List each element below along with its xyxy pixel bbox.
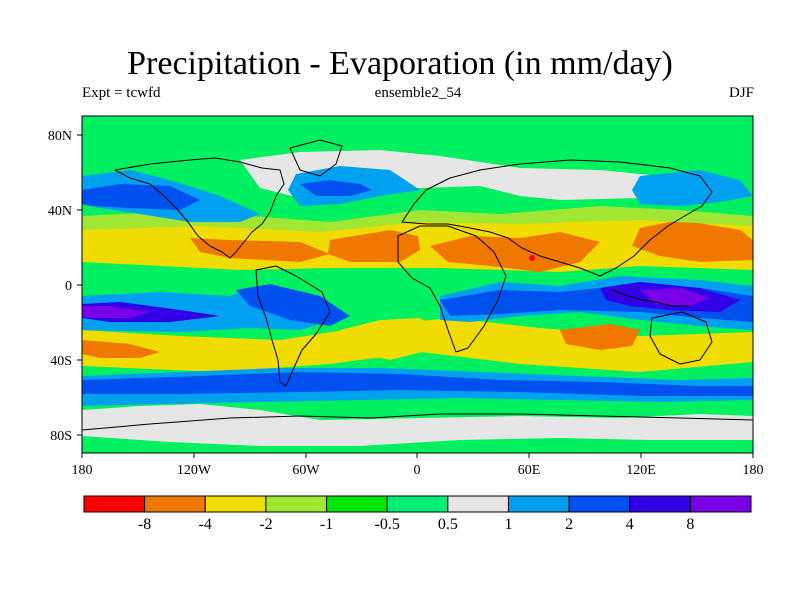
colorbar-swatch <box>144 495 206 513</box>
coast-antarctica <box>82 413 753 431</box>
coastlines <box>82 139 753 431</box>
coast-north-america <box>114 157 285 259</box>
field-blue-north-pacific <box>82 184 200 210</box>
colorbar-label: 1 <box>504 516 512 533</box>
y-tick-label: 40N <box>48 204 72 219</box>
x-tick-label: 120W <box>177 463 212 478</box>
field-orange-atlantic-north <box>328 230 420 262</box>
colorbar: -8 -4 -2 -1 -0.5 0.5 1 2 4 8 <box>83 495 752 533</box>
x-tick-label: 0 <box>414 463 421 478</box>
field-orange-pacific-north <box>190 238 330 262</box>
colorbar-swatch <box>629 495 691 513</box>
colorbar-swatch <box>265 495 328 513</box>
map-plot-area <box>82 116 753 453</box>
colorbar-label: -2 <box>259 516 272 533</box>
colorbar-swatch <box>386 495 449 513</box>
field-yellow-atlantic-south <box>340 318 440 360</box>
colorbar-label: 4 <box>626 516 634 533</box>
field-orange-sahara-arabia <box>430 232 600 272</box>
x-tick-label: 180 <box>72 463 93 478</box>
season-label: DJF <box>728 85 754 101</box>
colorbar-label: -1 <box>320 516 333 533</box>
experiment-label: Expt = tcwfd <box>82 85 161 101</box>
colorbar-label: 0.5 <box>438 516 458 533</box>
pme-field <box>82 150 753 446</box>
colorbar-swatch <box>204 495 267 513</box>
field-violet-indonesia-core <box>640 288 710 306</box>
field-blue-amazon <box>236 284 350 326</box>
map-title: Precipitation - Evaporation (in mm/day) <box>127 45 673 82</box>
field-red-spot <box>529 255 535 261</box>
y-tick-label: 80N <box>48 129 72 144</box>
coast-south-america <box>255 265 331 387</box>
colorbar-label: 2 <box>565 516 573 533</box>
colorbar-swatch <box>568 495 631 513</box>
coast-indonesia <box>611 289 690 307</box>
x-tick-label: 60W <box>292 463 320 478</box>
field-violet-pacific-core <box>82 306 150 318</box>
colorbar-label: 8 <box>686 516 694 533</box>
field-orange-pacific-south <box>82 340 160 358</box>
coast-africa <box>397 225 507 353</box>
colorbar-swatch <box>83 495 146 513</box>
colorbar-swatch <box>326 495 388 513</box>
colorbar-label: -4 <box>199 516 212 533</box>
field-orange-indian-south <box>560 324 640 350</box>
field-lightblue-west-pacific <box>632 170 753 206</box>
colorbar-swatch <box>447 495 509 513</box>
y-tick-label: 40S <box>50 354 72 369</box>
x-tick-label: 180 <box>743 463 764 478</box>
field-blue-south-ocean <box>82 372 753 396</box>
y-tick-label: 0 <box>65 279 72 294</box>
colorbar-swatch <box>689 495 752 513</box>
field-lightgreen-north <box>82 206 753 232</box>
field-blue-north-atlantic <box>300 180 372 196</box>
x-tick-label: 120E <box>626 463 656 478</box>
colorbar-label: -8 <box>138 516 151 533</box>
x-axis-labels: 180 120W 60W 0 60E 120E 180 <box>72 463 764 478</box>
y-tick-label: 80S <box>50 429 72 444</box>
coast-eurasia <box>401 159 713 277</box>
y-axis-labels: 80N 40N 0 40S 80S <box>48 129 72 444</box>
coast-greenland <box>289 139 343 177</box>
axis-ticks <box>77 134 754 458</box>
x-tick-label: 60E <box>518 463 541 478</box>
ensemble-label: ensemble2_54 <box>374 85 462 101</box>
colorbar-swatch <box>507 495 570 513</box>
coast-australia <box>649 311 713 365</box>
colorbar-label: -0.5 <box>375 516 400 533</box>
field-grey-antarctic <box>82 404 753 446</box>
